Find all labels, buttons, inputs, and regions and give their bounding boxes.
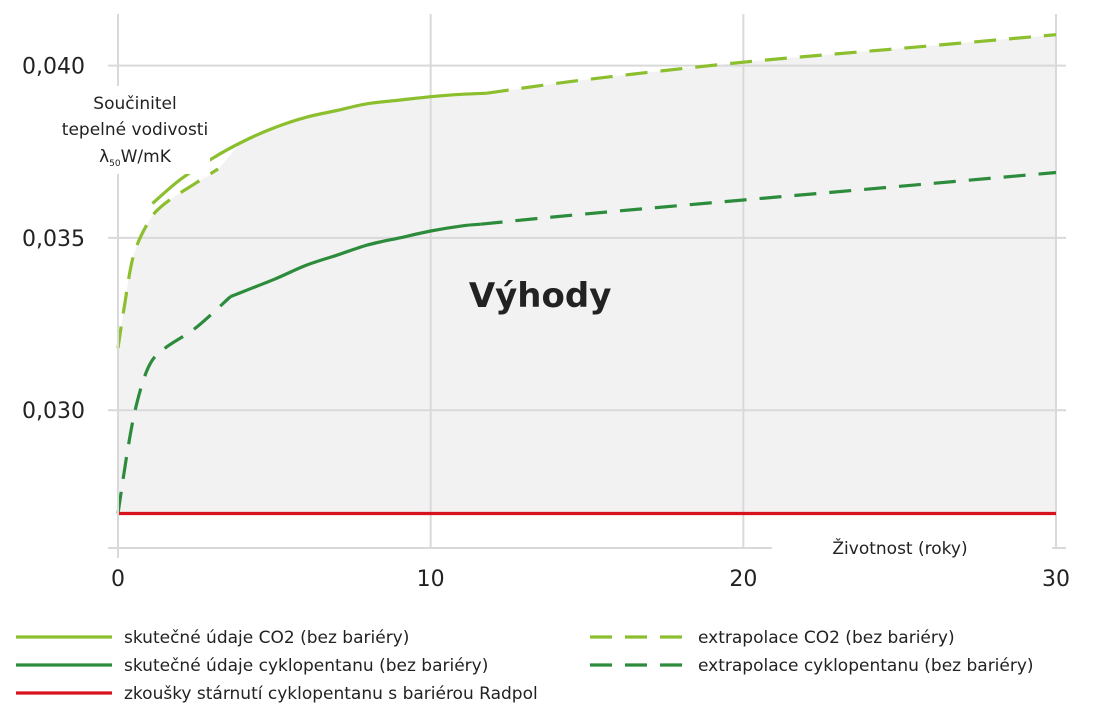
legend-item: extrapolace cyklopentanu (bez bariéry) (590, 656, 1034, 676)
x-tick-label: 10 (417, 567, 445, 592)
y-tick-label: 0,035 (22, 227, 85, 252)
series-lines (116, 33, 1057, 516)
gridlines (108, 14, 1066, 548)
lambda-symbol: λ (99, 147, 109, 167)
y-tick-label: 0,030 (22, 399, 85, 424)
x-axis-title: Životnost (roky) (772, 528, 1052, 568)
y-axis-title-line2: tepelné vodivosti (62, 120, 208, 140)
series-line (116, 295, 232, 514)
unit-label: W/mK (121, 147, 172, 167)
legend: skutečné údaje CO2 (bez bariéry) extrapol… (16, 628, 1034, 704)
legend-label: extrapolace cyklopentanu (bez bariéry) (698, 656, 1034, 676)
legend-label: skutečné údaje CO2 (bez bariéry) (124, 628, 409, 648)
x-axis-title-backdrop (772, 528, 1052, 568)
x-tick-label: 30 (1042, 567, 1070, 592)
advantage-region (118, 34, 1056, 514)
y-axis-title-backdrop (60, 86, 210, 174)
series-line (486, 33, 1057, 95)
legend-item: zkoušky stárnutí cyklopentanu s bariérou… (16, 684, 538, 704)
tick-labels: 0,030 0,035 0,040 0 10 20 30 (22, 55, 1070, 592)
legend-item: skutečné údaje cyklopentanu (bez bariéry… (16, 656, 488, 676)
legend-label: zkoušky stárnutí cyklopentanu s bariérou… (124, 684, 538, 704)
x-axis-title-text: Životnost (roky) (832, 537, 967, 559)
x-tick-label: 20 (729, 567, 757, 592)
legend-label: skutečné údaje cyklopentanu (bez bariéry… (124, 656, 488, 676)
series-line (116, 167, 219, 349)
advantage-region-fill (118, 34, 1056, 514)
legend-label: extrapolace CO2 (bez bariéry) (698, 628, 955, 648)
y-axis-title-line1: Součinitel (93, 94, 176, 114)
series-line (230, 222, 481, 298)
x-tick-label: 0 (111, 567, 125, 592)
y-tick-label: 0,040 (22, 55, 85, 80)
lambda-subscript: 50 (109, 159, 121, 169)
y-axis-title-line3: λ50W/mK (99, 147, 172, 169)
legend-item: skutečné údaje CO2 (bez bariéry) (16, 628, 409, 648)
legend-item: extrapolace CO2 (bez bariéry) (590, 628, 955, 648)
y-axis-title: Součinitel tepelné vodivosti λ50W/mK (60, 86, 210, 174)
series-line (480, 170, 1057, 226)
advantage-annotation: Výhody (469, 276, 612, 316)
